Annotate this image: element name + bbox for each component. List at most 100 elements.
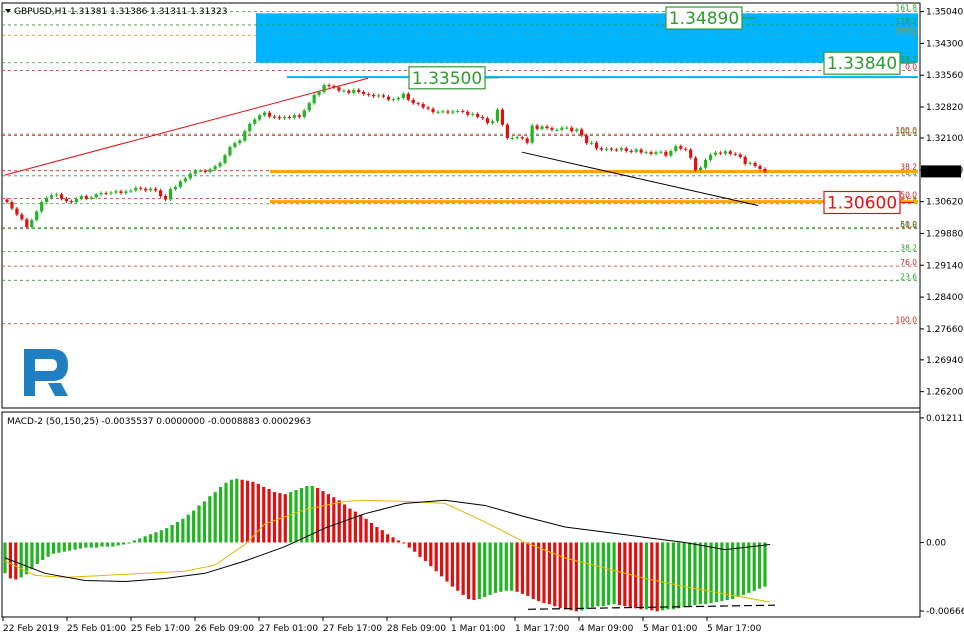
macd-bar-99 [537, 542, 541, 602]
candle-47 [238, 138, 242, 145]
macd-panel[interactable] [1, 411, 921, 618]
price-callouts: 1.34890 1.33840 1.33500 1.30600 [408, 6, 914, 215]
candle-31 [158, 188, 163, 198]
candle-body [416, 103, 420, 105]
macd-bar-32 [175, 521, 180, 543]
candle-body [689, 149, 693, 158]
candle-1 [10, 200, 14, 211]
macd-bar-100 [542, 542, 546, 604]
macd-bar-36 [197, 505, 201, 543]
candle-body [282, 116, 287, 119]
macd-bar-5 [30, 542, 34, 570]
candle-body [168, 189, 173, 200]
candle-138 [689, 147, 693, 160]
price-panel[interactable] [1, 2, 921, 409]
candle-body [15, 208, 19, 215]
support-lines [270, 170, 918, 204]
candle-25 [129, 188, 133, 194]
candles [5, 83, 767, 229]
time-axis: 22 Feb 2019 25 Feb 01:00 25 Feb 17:00 26 Fe… [2, 617, 762, 634]
macd-bar-8 [46, 542, 50, 557]
candle-54 [272, 114, 277, 119]
macd-bar-44 [240, 479, 244, 543]
candle-131 [654, 150, 658, 156]
fib-label-9: 50.0 [900, 191, 917, 200]
macd-bar-27 [148, 534, 153, 543]
candle-body [738, 154, 742, 157]
candle-body [109, 192, 113, 194]
time-label-9: 4 Mar 09:00 [579, 624, 634, 634]
macd-bar-95 [515, 542, 519, 592]
time-label-8: 1 Mar 17:00 [515, 624, 570, 634]
candle-body [277, 116, 282, 119]
candle-body [585, 135, 589, 144]
candle-body [357, 89, 361, 92]
current-price-label: 1.31323 [925, 167, 962, 177]
candle-body [684, 148, 688, 150]
candle-body [337, 87, 341, 91]
candle-81 [406, 91, 410, 102]
price-tick-label-11: 1.26940 [926, 356, 963, 366]
candle-134 [669, 149, 673, 158]
candle-16 [84, 194, 88, 201]
candle-body [198, 170, 202, 172]
candle-44 [223, 153, 227, 165]
macd-bar-34 [186, 514, 190, 543]
macd-bar-84 [456, 542, 460, 591]
macd-bar-136 [736, 542, 740, 597]
macd-bar-40 [219, 486, 223, 543]
candle-119 [594, 141, 599, 151]
candle-126 [629, 149, 633, 154]
candle-34 [173, 185, 178, 191]
macd-bar-68 [369, 522, 374, 543]
candle-body [580, 129, 584, 136]
macd-bar-113 [612, 542, 616, 605]
candle-27 [139, 186, 143, 191]
candle-9 [49, 193, 54, 200]
candle-body [461, 110, 465, 112]
candle-103 [515, 135, 519, 140]
candle-110 [550, 126, 554, 132]
macd-bar-13 [73, 542, 77, 550]
macd-bar-67 [364, 518, 368, 543]
candle-body [698, 167, 703, 171]
target-zones [256, 13, 918, 79]
candle-64 [322, 83, 326, 94]
candle-87 [436, 110, 440, 114]
candle-body [485, 118, 490, 123]
candle-77 [386, 95, 391, 102]
candle-36 [183, 176, 187, 184]
macd-bar-11 [62, 542, 66, 552]
macd-bar-129 [698, 542, 702, 605]
macd-bar-118 [639, 542, 643, 610]
candle-body [505, 124, 509, 138]
candle-133 [664, 150, 668, 158]
candle-109 [545, 124, 549, 130]
candle-body [208, 169, 212, 172]
price-tick-label-3: 1.32820 [926, 103, 963, 113]
candle-body [490, 121, 495, 123]
candle-body [476, 113, 480, 117]
candle-83 [416, 101, 420, 106]
macd-bar-48 [262, 486, 266, 543]
candle-45 [228, 145, 232, 157]
candle-body [703, 159, 708, 168]
candle-body [411, 99, 415, 104]
candle-body [694, 157, 698, 171]
time-label-4: 27 Feb 01:00 [259, 624, 318, 634]
candle-151 [753, 161, 757, 168]
price-tick-label-10: 1.27660 [926, 325, 963, 335]
macd-main-line [4, 499, 771, 583]
macd-bar-15 [84, 542, 88, 548]
callout-text: 1.34890 [669, 9, 739, 29]
time-label-6: 28 Feb 09:00 [387, 624, 446, 634]
candle-body [604, 148, 609, 150]
macd-bar-41 [224, 482, 228, 543]
candle-body [733, 153, 737, 155]
price-tick-label-2: 1.33560 [926, 71, 963, 81]
candle-69 [347, 88, 351, 95]
price-axis: 1.35040 1.34300 1.33560 1.32820 1.32100 1.313… [920, 8, 963, 398]
chevron-down-icon[interactable] [5, 9, 11, 13]
candle-body [629, 150, 633, 152]
macd-tick-label-0: 0.012115 [926, 414, 964, 424]
